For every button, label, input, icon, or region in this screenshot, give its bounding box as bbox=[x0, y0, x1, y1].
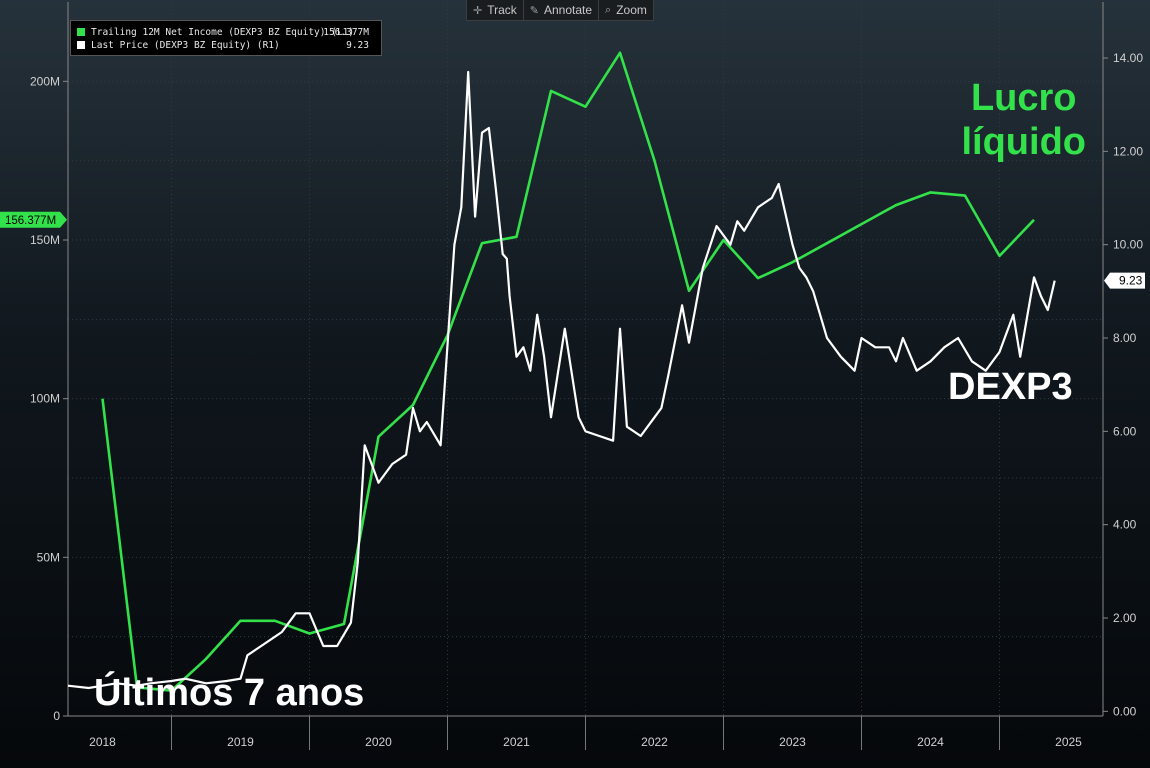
x-axis-tick-label: 2018 bbox=[89, 735, 116, 749]
current-price-marker bbox=[1104, 272, 1145, 289]
x-axis-tick-label: 2022 bbox=[641, 735, 668, 749]
white-swatch-icon bbox=[77, 41, 85, 49]
current-net-income-marker bbox=[0, 211, 67, 228]
current-price-label: 9.23 bbox=[1119, 274, 1143, 288]
x-axis-tick-label: 2021 bbox=[503, 735, 530, 749]
annotate-button[interactable]: ✎ Annotate bbox=[524, 0, 600, 20]
legend-entry-net-income: Trailing 12M Net Income (DEXP3 BZ Equity… bbox=[77, 26, 375, 38]
x-axis-tick-label: 2019 bbox=[227, 735, 254, 749]
green-swatch-icon bbox=[77, 28, 85, 36]
left-axis-tick-label: 200M bbox=[30, 74, 60, 88]
legend-entry-price: Last Price (DEXP3 BZ Equity) (R1) 9.23 bbox=[77, 39, 375, 51]
legend-price-label: Last Price (DEXP3 BZ Equity) (R1) bbox=[91, 39, 280, 51]
right-axis-tick-label: 4.00 bbox=[1113, 518, 1137, 532]
x-axis-tick-label: 2024 bbox=[917, 735, 944, 749]
left-axis-tick-label: 0 bbox=[53, 709, 60, 723]
series-price-line bbox=[67, 70, 1056, 690]
chart-legend: Trailing 12M Net Income (DEXP3 BZ Equity… bbox=[70, 20, 382, 56]
zoom-button[interactable]: ⌕ Zoom bbox=[599, 0, 653, 20]
right-axis-tick-label: 2.00 bbox=[1113, 611, 1137, 625]
x-axis-tick-label: 2023 bbox=[779, 735, 806, 749]
right-axis-tick-label: 10.00 bbox=[1113, 238, 1143, 252]
legend-net-income-value: 156.377M bbox=[323, 26, 369, 38]
legend-price-value: 9.23 bbox=[346, 39, 369, 51]
pencil-icon: ✎ bbox=[529, 4, 539, 17]
series-net-income-line bbox=[101, 51, 1035, 692]
annotation-lucro-liquido: Lucro líquido bbox=[961, 76, 1086, 164]
right-axis-tick-label: 0.00 bbox=[1113, 704, 1137, 718]
zoom-label: Zoom bbox=[616, 3, 647, 17]
annotation-lucro-line2: líquido bbox=[961, 121, 1086, 163]
annotation-period: Últimos 7 anos bbox=[94, 672, 365, 714]
track-label: Track bbox=[487, 3, 517, 17]
annotation-lucro-line1: Lucro bbox=[970, 77, 1077, 119]
right-axis-tick-label: 6.00 bbox=[1113, 424, 1137, 438]
crosshair-icon: ✛ bbox=[473, 4, 483, 17]
track-button[interactable]: ✛ Track bbox=[467, 0, 524, 20]
right-axis-tick-label: 8.00 bbox=[1113, 331, 1137, 345]
left-axis-tick-label: 150M bbox=[30, 233, 60, 247]
annotate-label: Annotate bbox=[544, 3, 593, 17]
legend-net-income-label: Trailing 12M Net Income (DEXP3 BZ Equity… bbox=[91, 26, 355, 38]
x-axis-tick-label: 2025 bbox=[1055, 735, 1082, 749]
left-axis-tick-label: 100M bbox=[30, 392, 60, 406]
toolbar: ✛ Track ✎ Annotate ⌕ Zoom bbox=[466, 0, 654, 21]
right-axis-tick-label: 14.00 bbox=[1113, 51, 1143, 65]
annotation-ticker: DEXP3 bbox=[948, 366, 1073, 408]
x-axis-tick-label: 2020 bbox=[365, 735, 392, 749]
current-net-income-label: 156.377M bbox=[5, 215, 56, 227]
left-axis-tick-label: 50M bbox=[37, 550, 60, 564]
magnifier-icon: ⌕ bbox=[605, 3, 612, 16]
right-axis-tick-label: 12.00 bbox=[1113, 144, 1143, 158]
